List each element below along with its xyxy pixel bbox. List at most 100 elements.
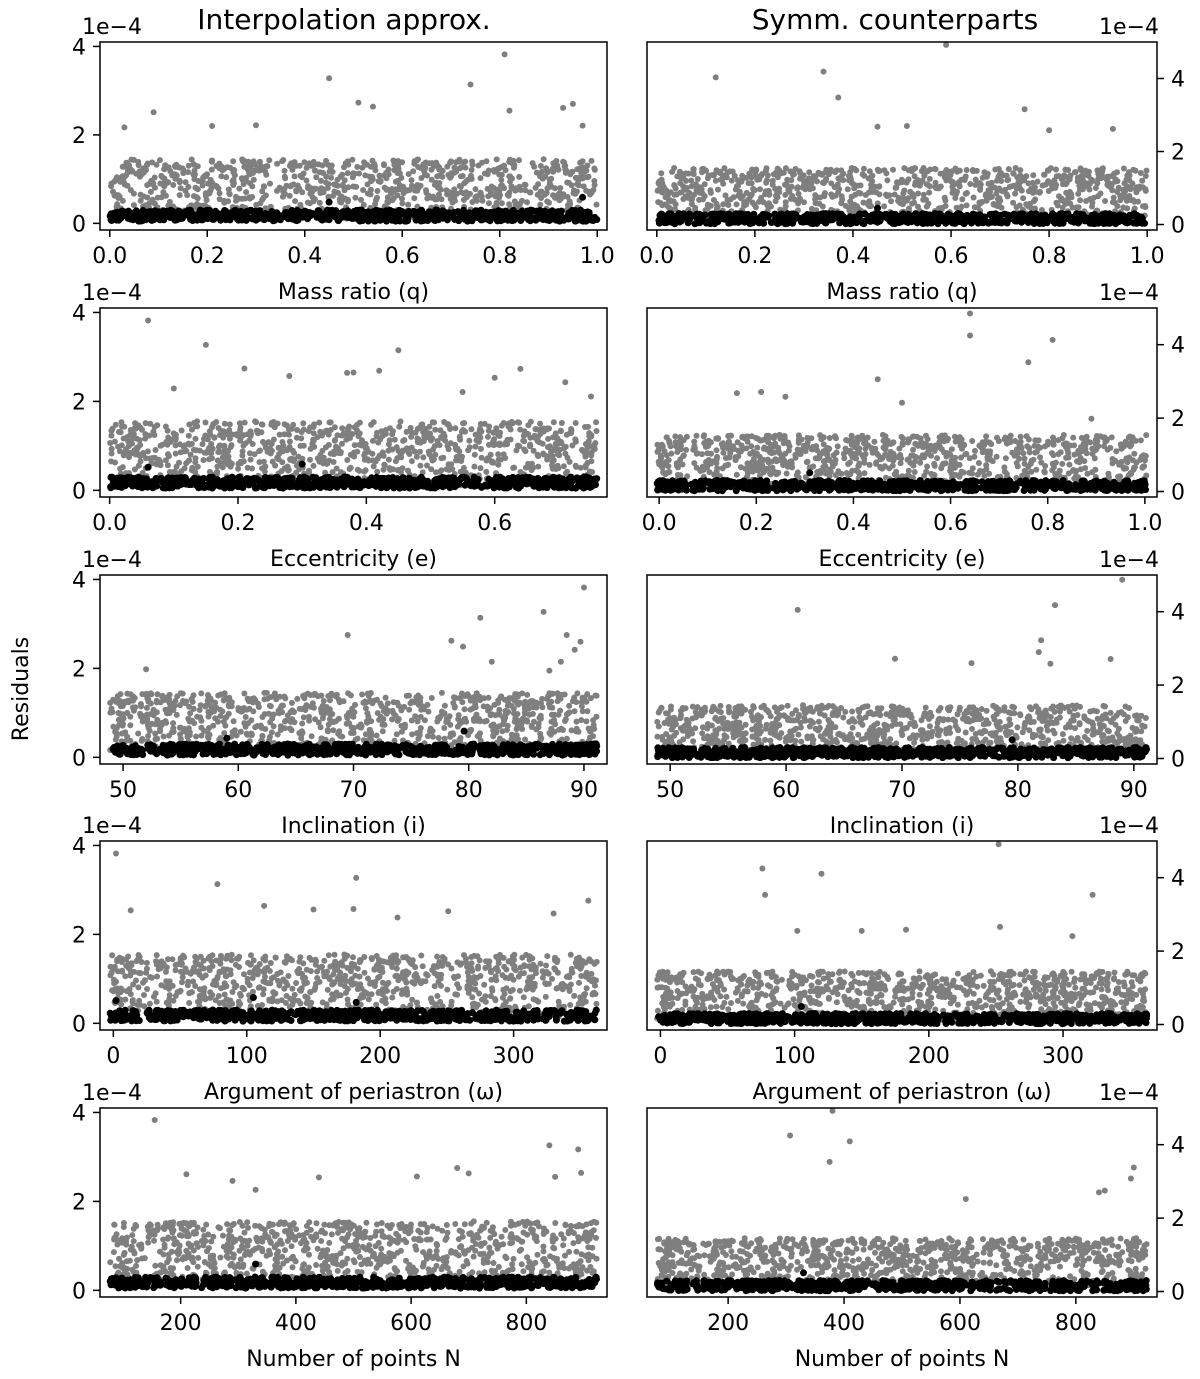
black-point — [424, 477, 432, 485]
gray-outlier-point — [241, 365, 248, 372]
gray-point — [341, 187, 348, 194]
black-point — [991, 213, 998, 221]
gray-outlier-point — [121, 124, 128, 131]
gray-point — [433, 196, 440, 203]
gray-point — [588, 157, 595, 164]
gray-point — [723, 174, 730, 181]
x-tick-label: 0.2 — [737, 244, 772, 269]
gray-point — [259, 465, 265, 472]
gray-point — [316, 199, 323, 206]
gray-point — [413, 183, 420, 190]
gray-point — [217, 442, 223, 449]
gray-point — [354, 163, 361, 170]
black-point — [782, 217, 790, 225]
gray-outlier-point — [350, 369, 357, 376]
gray-point — [408, 177, 415, 184]
gray-point — [259, 188, 266, 195]
gray-point — [297, 442, 304, 449]
gray-point — [998, 204, 1005, 211]
gray-point — [477, 445, 484, 452]
gray-point — [226, 421, 233, 428]
gray-point — [821, 192, 828, 199]
gray-point — [579, 446, 585, 453]
gray-point — [658, 170, 665, 177]
black-point — [490, 212, 498, 219]
gray-point — [477, 465, 484, 472]
gray-point — [782, 203, 789, 210]
gray-point — [543, 166, 550, 173]
gray-point — [546, 199, 552, 206]
gray-point — [215, 425, 222, 431]
gray-point — [969, 168, 976, 174]
gray-point — [381, 461, 388, 468]
gray-point — [530, 447, 537, 454]
black-point — [161, 483, 169, 491]
gray-point — [792, 166, 799, 172]
black-point — [359, 481, 367, 489]
gray-point — [216, 165, 223, 172]
gray-point — [485, 193, 492, 200]
black-point — [327, 483, 335, 491]
gray-point — [363, 161, 370, 168]
gray-point — [338, 193, 345, 200]
gray-point — [988, 179, 995, 186]
black-point — [312, 475, 320, 482]
gray-point — [1012, 165, 1019, 171]
gray-point — [289, 447, 296, 454]
gray-point — [860, 165, 867, 172]
gray-point — [298, 435, 305, 442]
gray-point — [461, 420, 468, 426]
black-point — [969, 210, 977, 218]
gray-point — [453, 168, 460, 175]
gray-outlier-point — [150, 109, 157, 116]
gray-point — [460, 190, 467, 197]
gray-point — [1120, 165, 1127, 172]
gray-point — [290, 421, 297, 428]
gray-point — [1005, 166, 1012, 173]
gray-point — [471, 451, 478, 458]
gray-point — [258, 421, 265, 428]
gray-point — [164, 462, 171, 469]
gray-point — [118, 419, 125, 426]
gray-point — [137, 197, 144, 204]
gray-point — [566, 458, 573, 465]
gray-point — [246, 169, 253, 176]
gray-point — [1089, 203, 1095, 210]
gray-point — [1013, 204, 1020, 211]
gray-point — [682, 186, 688, 193]
gray-point — [659, 189, 666, 196]
gray-point — [199, 441, 206, 448]
gray-point — [276, 431, 283, 438]
gray-point — [374, 188, 381, 194]
gray-point — [1086, 186, 1093, 193]
gray-point — [172, 436, 179, 443]
gray-point — [477, 189, 484, 196]
gray-point — [468, 166, 475, 173]
gray-point — [331, 181, 338, 188]
gray-point — [927, 166, 934, 173]
gray-point — [555, 192, 562, 199]
gray-point — [131, 447, 138, 454]
gray-point — [200, 457, 207, 464]
gray-point — [225, 198, 232, 205]
gray-point — [165, 436, 172, 443]
gray-point — [384, 194, 391, 201]
gray-point — [582, 453, 589, 460]
gray-point — [943, 167, 950, 173]
gray-point — [231, 172, 238, 179]
gray-point — [453, 457, 460, 464]
gray-point — [257, 200, 264, 207]
gray-point — [790, 171, 796, 178]
gray-point — [216, 196, 223, 203]
gray-point — [538, 188, 545, 195]
gray-point — [886, 192, 893, 199]
black-point — [876, 212, 884, 220]
gray-point — [337, 450, 344, 457]
gray-point — [481, 420, 488, 427]
gray-point — [214, 468, 221, 475]
black-point — [401, 217, 409, 225]
black-point — [431, 484, 439, 492]
gray-point — [1123, 176, 1130, 183]
gray-outlier-point — [209, 123, 216, 129]
